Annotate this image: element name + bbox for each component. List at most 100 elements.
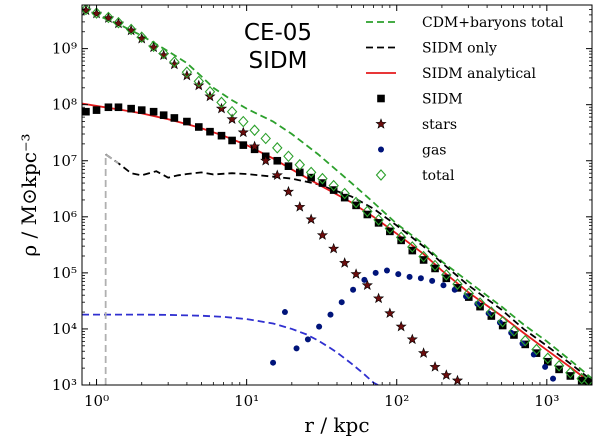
data-point <box>181 66 193 79</box>
y-tick-label: 10⁴ <box>52 320 77 338</box>
data-point <box>510 331 518 339</box>
data-point <box>429 361 441 372</box>
data-point <box>429 259 441 272</box>
data-point <box>158 47 169 60</box>
data-point <box>374 219 383 227</box>
data-point <box>372 269 379 276</box>
legend-item-cdm-baryons-total: CDM+baryons total <box>366 15 564 31</box>
y-tick-label: 10⁶ <box>52 208 77 226</box>
legend: CDM+baryons total SIDM only SIDM analytica… <box>366 15 564 184</box>
series-stars <box>82 5 464 385</box>
data-point <box>395 271 402 278</box>
y-tick-label: 10⁹ <box>52 40 77 58</box>
data-point <box>328 242 340 254</box>
legend-item-sidm-only: SIDM only <box>366 41 497 57</box>
data-point <box>486 306 497 318</box>
data-point <box>565 366 576 379</box>
data-point <box>149 107 158 116</box>
legend-label: CDM+baryons total <box>422 15 564 31</box>
series-line <box>82 102 592 385</box>
legend-label: gas <box>422 143 447 159</box>
data-point <box>228 136 236 145</box>
data-point <box>193 79 205 91</box>
data-point <box>104 103 113 112</box>
series-sidm-only <box>105 153 592 382</box>
data-point <box>406 333 418 345</box>
data-point <box>407 241 418 253</box>
data-point <box>283 150 294 163</box>
data-point <box>384 307 396 319</box>
data-point <box>339 257 351 268</box>
data-point <box>103 11 114 24</box>
data-point <box>270 359 277 366</box>
data-point <box>453 284 462 292</box>
data-point <box>339 187 350 200</box>
data-point <box>316 323 323 330</box>
data-point <box>237 126 249 138</box>
annotation-line-2: SIDM <box>249 48 308 74</box>
y-tick-label: 10³ <box>52 376 77 394</box>
data-point <box>576 372 587 385</box>
data-point <box>250 145 259 154</box>
data-point <box>206 127 214 136</box>
x-tick-label: 10³ <box>534 392 559 410</box>
series-total <box>82 5 592 385</box>
data-point <box>474 297 486 309</box>
legend-item-sidm: SIDM <box>377 92 463 108</box>
data-point <box>451 374 464 385</box>
data-point <box>127 104 135 113</box>
legend-item-gas: gas <box>378 143 447 159</box>
data-point <box>386 227 394 236</box>
legend-label: stars <box>422 117 457 133</box>
data-point <box>440 369 452 380</box>
data-point <box>216 96 227 109</box>
data-point <box>217 131 226 140</box>
data-point <box>148 40 159 53</box>
data-point <box>350 268 362 279</box>
data-point <box>327 311 334 318</box>
x-tick-label: 10² <box>384 392 409 410</box>
data-point <box>294 158 306 171</box>
y-tick-label: 10⁵ <box>52 264 77 282</box>
data-point <box>281 309 288 316</box>
data-point <box>395 231 407 244</box>
data-point <box>260 154 272 166</box>
data-point <box>82 107 90 116</box>
data-point <box>463 287 475 300</box>
data-point <box>249 124 260 137</box>
data-point <box>363 210 372 219</box>
data-point <box>542 363 549 370</box>
data-point <box>418 250 429 263</box>
data-point <box>361 276 368 283</box>
x-axis-title: r / kpc <box>304 413 369 437</box>
data-point <box>373 214 384 226</box>
annotation-line-1: CE-05 <box>244 20 312 46</box>
data-point <box>136 31 147 44</box>
data-point <box>408 246 417 255</box>
data-point <box>373 292 385 304</box>
data-point <box>92 106 101 114</box>
y-axis-title: ρ / M⊙kpc⁻³ <box>17 133 41 256</box>
data-point <box>431 264 439 273</box>
legend-item-stars: stars <box>375 117 457 133</box>
data-point <box>395 320 407 332</box>
data-point <box>272 142 283 154</box>
data-point <box>542 352 554 365</box>
legend-label: total <box>422 168 455 184</box>
series-sidm-analytical <box>82 102 592 385</box>
data-point <box>555 365 563 374</box>
data-point <box>170 114 179 122</box>
data-point <box>260 132 271 145</box>
data-point <box>238 115 249 128</box>
data-point <box>316 229 329 240</box>
data-point <box>498 321 507 330</box>
data-point <box>550 375 557 382</box>
data-point <box>328 179 339 192</box>
legend-item-sidm-analytical: SIDM analytical <box>366 66 537 82</box>
data-point <box>532 349 541 357</box>
data-point <box>553 359 565 372</box>
data-point <box>226 105 238 118</box>
data-point <box>114 103 123 112</box>
data-point <box>508 325 520 337</box>
